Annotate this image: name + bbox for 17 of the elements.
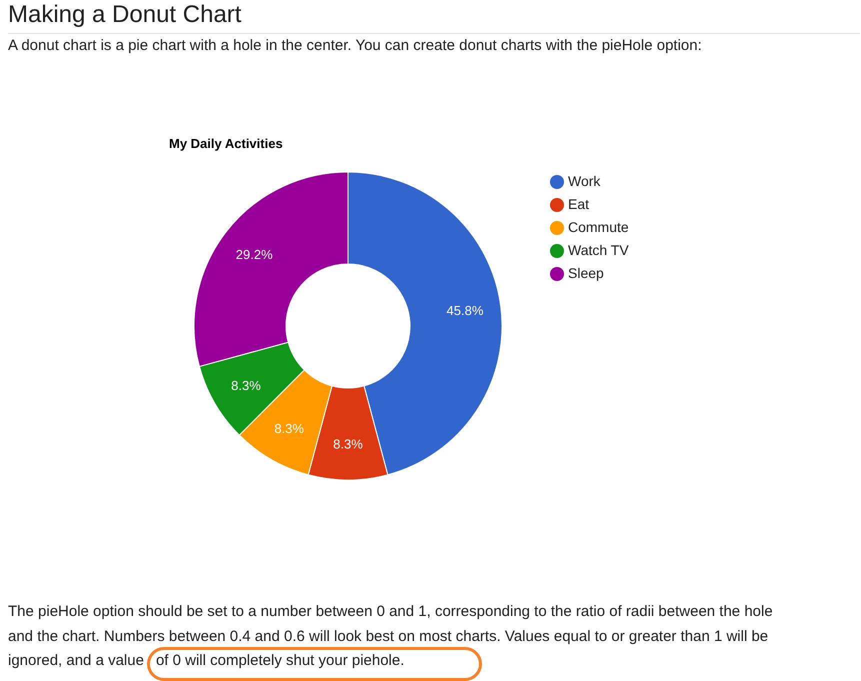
data-label: 29.2% — [236, 246, 274, 262]
text: Making a Donut Chart — [8, 0, 242, 30]
text: and the chart. Numbers between 0.4 and 0.6 will look best on most charts. Values equal to or greater than 1 will be — [8, 628, 768, 644]
legend-label: Work — [568, 173, 600, 189]
chart-title: My Daily Activities — [169, 136, 283, 152]
text: of 0 will completely shut your piehole. — [156, 652, 404, 669]
legend-label: Watch TV — [568, 242, 629, 258]
legend-label: Commute — [568, 219, 629, 235]
data-label: 8.3% — [231, 378, 262, 393]
data-label: 8.3% — [274, 420, 304, 436]
text: The pieHole option should be set to a number between 0 and 1, corresponding to the ratio of radii between the hole — [8, 603, 773, 620]
text: ignored, and a value — [8, 652, 144, 669]
data-label: 45.8% — [446, 303, 484, 318]
legend-label: Eat — [568, 196, 590, 212]
data-label: 8.3% — [333, 436, 364, 452]
text: A donut chart is a pie chart with a hole in the center. You can create donut charts with the pieHole option: — [8, 36, 703, 56]
legend-label: Sleep — [568, 265, 604, 281]
